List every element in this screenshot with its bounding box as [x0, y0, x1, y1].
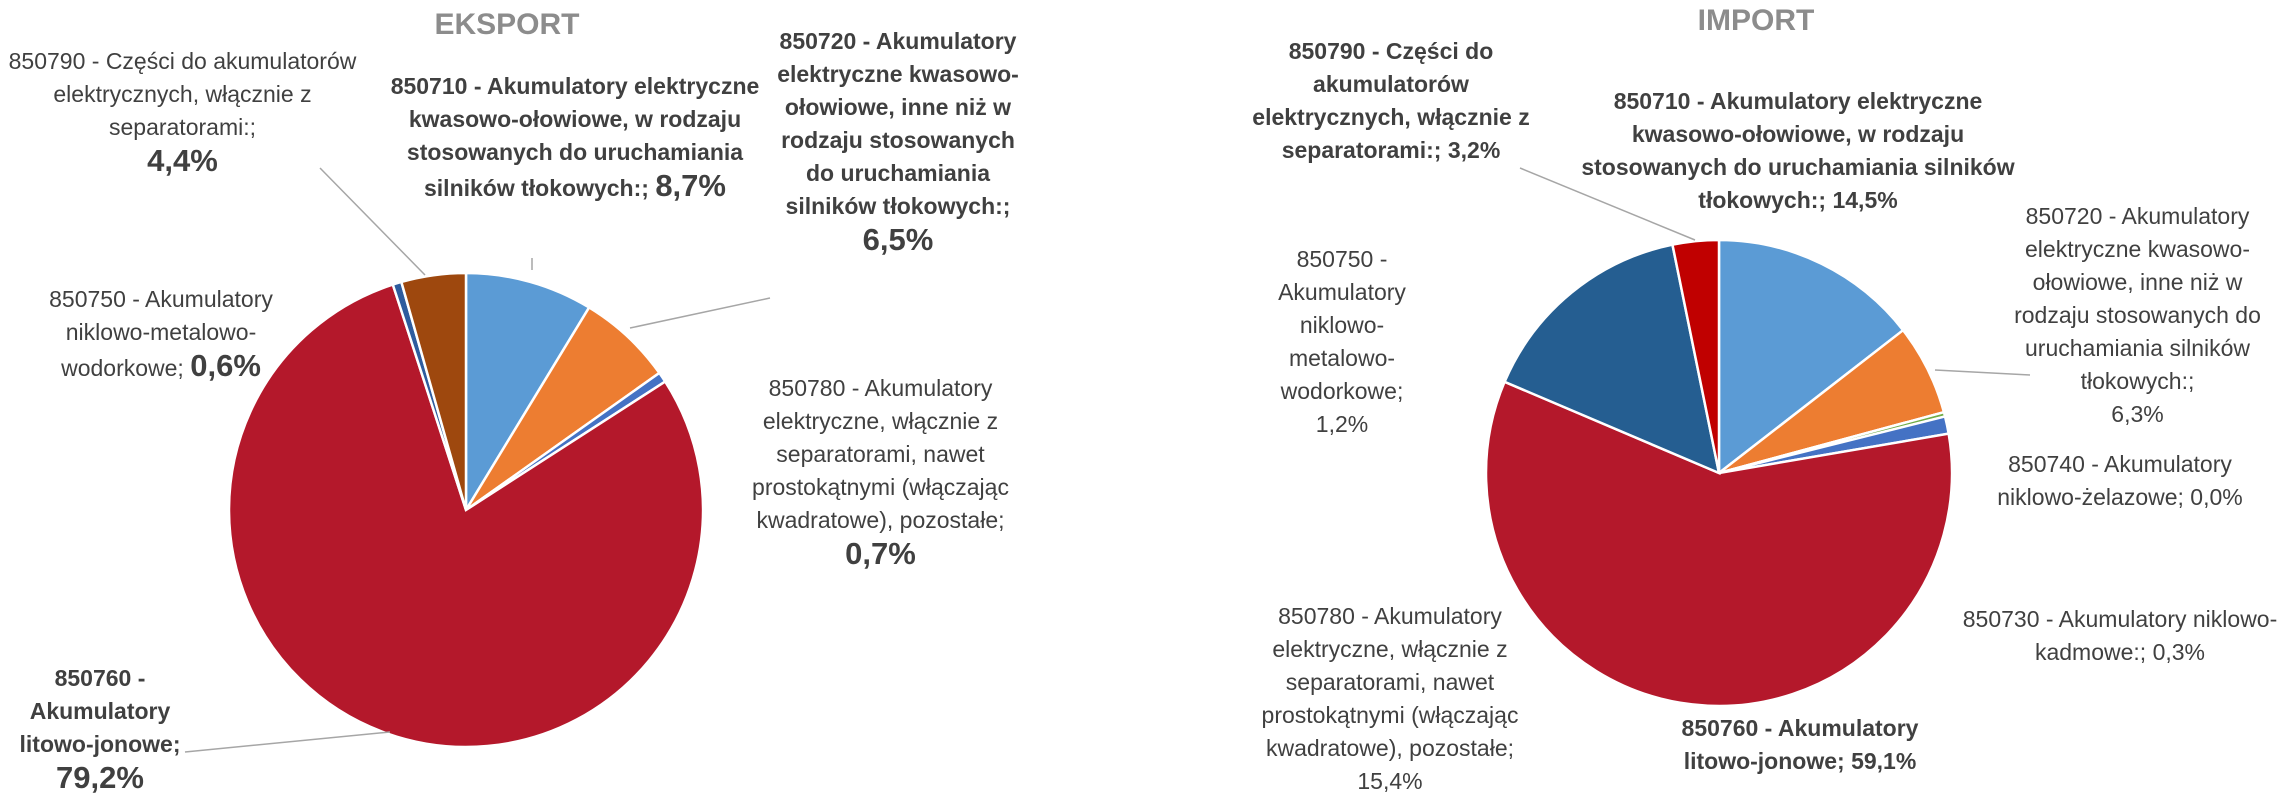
slice-value: 0,7%: [845, 536, 916, 571]
slice-name: 850710 - Akumulatory elektryczne kwasowo…: [1581, 88, 2015, 213]
pie-slice: [464, 271, 591, 515]
slice-value: 59,1%: [1851, 748, 1917, 774]
slice-name: 850720 - Akumulatory elektryczne kwasowo…: [777, 28, 1019, 219]
slice-name: 850740 - Akumulatory niklowo-żelazowe;: [1997, 451, 2232, 510]
slice-value: 3,2%: [1447, 137, 1501, 163]
slice-label: 850710 - Akumulatory elektryczne kwasowo…: [364, 70, 786, 205]
slice-value: 8,7%: [655, 168, 726, 203]
slice-label: 850750 - Akumulatory niklowo-metalowo-wo…: [15, 283, 307, 385]
slice-name: 850750 - Akumulatory niklowo-metalowo-wo…: [49, 286, 273, 381]
slice-value: 0,0%: [2190, 484, 2243, 510]
leader-line: [1934, 369, 2031, 376]
slice-label: 850760 - Akumulatory litowo-jonowe; 79,2%: [5, 662, 195, 797]
slice-name: 850710 - Akumulatory elektryczne kwasowo…: [390, 73, 760, 201]
slice-label: 850780 - Akumulatory elektryczne, włączn…: [728, 372, 1033, 573]
leader-line: [1519, 167, 1696, 241]
slice-label: 850710 - Akumulatory elektryczne kwasowo…: [1558, 85, 2038, 217]
slice-name: 850780 - Akumulatory elektryczne, włączn…: [752, 375, 1009, 533]
slice-label: 850790 - Części do akumulatorów elektryc…: [1245, 35, 1537, 167]
slice-value: 1,2%: [1315, 411, 1369, 437]
leader-line: [184, 731, 391, 753]
pie-slice: [1502, 243, 1721, 476]
slice-name: 850720 - Akumulatory elektryczne kwasowo…: [2014, 203, 2261, 394]
pie-slice: [399, 271, 468, 511]
slice-value: 0,6%: [190, 348, 261, 383]
slice-name: 850730 - Akumulatory niklowo-kadmowe:;: [1962, 606, 2278, 665]
slice-value: 4,4%: [147, 143, 218, 178]
pie-slice: [1670, 238, 1721, 474]
slice-label: 850740 - Akumulatory niklowo-żelazowe; 0…: [1980, 448, 2260, 514]
leader-line: [629, 297, 771, 329]
slice-label: 850720 - Akumulatory elektryczne kwasowo…: [768, 25, 1028, 259]
slice-name: 850780 - Akumulatory elektryczne, włączn…: [1261, 603, 1519, 761]
slice-name: 850750 - Akumulatory niklowo-metalowo-wo…: [1278, 246, 1406, 404]
slice-label: 850760 - Akumulatory litowo-jonowe; 59,1…: [1655, 712, 1945, 778]
slice-value: 6,5%: [862, 222, 934, 257]
slice-value: 6,3%: [2111, 401, 2164, 427]
pie-slice: [1484, 380, 1954, 708]
slice-name: 850790 - Części do akumulatorów elektryc…: [1252, 38, 1530, 163]
chart-title: IMPORT: [1697, 4, 1815, 37]
slice-label: 850730 - Akumulatory niklowo-kadmowe:; 0…: [1960, 603, 2280, 669]
slice-value: 15,4%: [1357, 768, 1423, 794]
slice-value: 0,3%: [2152, 639, 2206, 665]
slice-name: 850760 - Akumulatory litowo-jonowe;: [19, 665, 181, 757]
slice-label: 850750 - Akumulatory niklowo-metalowo-wo…: [1262, 243, 1422, 441]
slice-label: 850790 - Części do akumulatorów elektryc…: [0, 45, 365, 180]
pie-slice: [1717, 238, 1905, 476]
pie-slice: [227, 282, 705, 749]
slice-value: 79,2%: [56, 760, 144, 795]
slice-name: 850790 - Części do akumulatorów elektryc…: [8, 48, 357, 140]
chart-title: EKSPORT: [434, 8, 580, 41]
leader-line: [319, 167, 426, 276]
slice-label: 850720 - Akumulatory elektryczne kwasowo…: [2005, 200, 2270, 431]
slice-label: 850780 - Akumulatory elektryczne, włączn…: [1240, 600, 1540, 798]
slice-name: 850760 - Akumulatory litowo-jonowe;: [1681, 715, 1919, 774]
slice-value: 14,5%: [1832, 187, 1898, 213]
